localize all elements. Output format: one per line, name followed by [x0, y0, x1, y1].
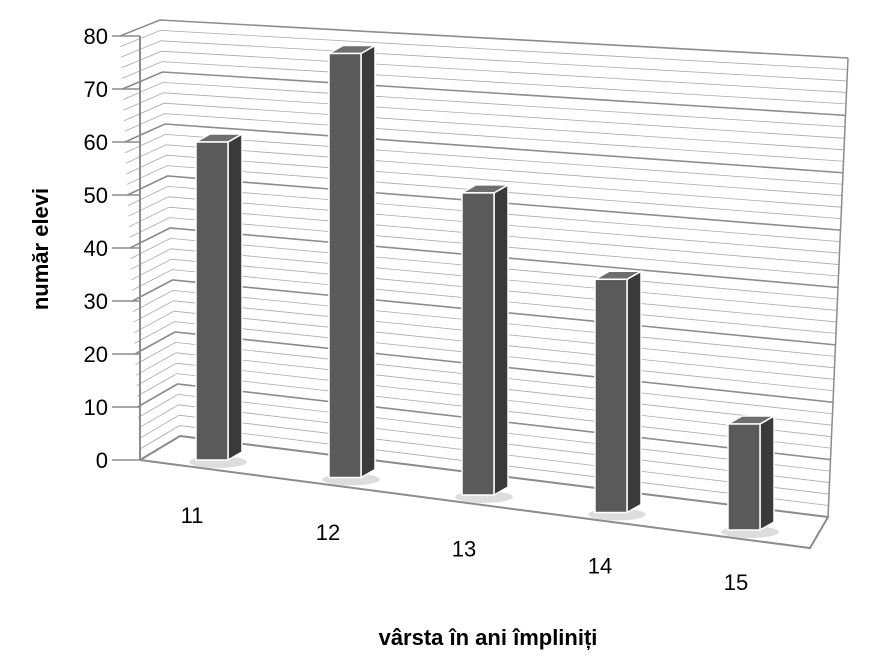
- bar-side: [227, 132, 243, 462]
- minor-gridline: [125, 133, 843, 185]
- bar-front: [328, 52, 362, 479]
- bar-side: [626, 270, 642, 514]
- minor-gridline: [128, 196, 840, 254]
- minor-gridline: [126, 165, 842, 220]
- bar-11: [189, 132, 247, 468]
- minor-gridline: [122, 81, 846, 128]
- y-tick-label: 60: [84, 130, 108, 155]
- y-tick-labels: 0 10 20 30 40 50 60 70 80: [84, 24, 140, 473]
- y-tick-label: 80: [84, 24, 108, 49]
- y-tick-label: 70: [84, 77, 108, 102]
- major-gridline: [122, 71, 846, 117]
- x-axis-title: vârsta în ani împliniți: [379, 625, 598, 650]
- x-tick-label: 12: [316, 520, 340, 545]
- minor-gridline: [121, 61, 847, 105]
- x-tick-label: 13: [452, 537, 476, 562]
- minor-gridline: [127, 185, 841, 242]
- bar-side: [493, 183, 509, 497]
- bar-13: [455, 183, 513, 503]
- major-gridline: [127, 175, 841, 231]
- x-tick-label: 15: [724, 570, 748, 595]
- major-gridline: [119, 19, 849, 59]
- major-gridline: [124, 123, 844, 174]
- bar-front: [195, 141, 229, 461]
- y-tick-label: 50: [84, 183, 108, 208]
- y-tick-label: 0: [96, 448, 108, 473]
- minor-gridline: [123, 92, 845, 139]
- bar-front: [727, 423, 761, 531]
- minor-gridline: [120, 40, 848, 82]
- y-tick-label: 30: [84, 289, 108, 314]
- x-tick-labels: 11 12 13 14 15: [181, 503, 749, 595]
- major-gridline: [129, 227, 839, 289]
- minor-gridline: [128, 206, 840, 265]
- bar-front: [461, 192, 495, 496]
- y-tick-label: 40: [84, 236, 108, 261]
- y-axis-title: număr elevi: [28, 188, 53, 310]
- minor-gridline: [124, 113, 844, 162]
- bar-15: [721, 414, 779, 538]
- bars: [189, 44, 779, 538]
- bar-14: [588, 270, 646, 521]
- minor-gridline: [126, 154, 842, 208]
- minor-gridline: [121, 50, 847, 93]
- minor-gridline: [123, 102, 845, 151]
- x-tick-label: 11: [181, 503, 204, 528]
- y-tick-label: 10: [84, 395, 108, 420]
- minor-gridline: [120, 29, 848, 70]
- bar-front: [594, 278, 628, 514]
- minor-gridline: [125, 144, 843, 197]
- x-tick-label: 14: [588, 553, 612, 578]
- y-tick-label: 20: [84, 342, 108, 367]
- bar-side: [759, 414, 775, 532]
- bar-12: [322, 44, 380, 486]
- bar-side: [360, 44, 376, 479]
- minor-gridline: [129, 217, 839, 277]
